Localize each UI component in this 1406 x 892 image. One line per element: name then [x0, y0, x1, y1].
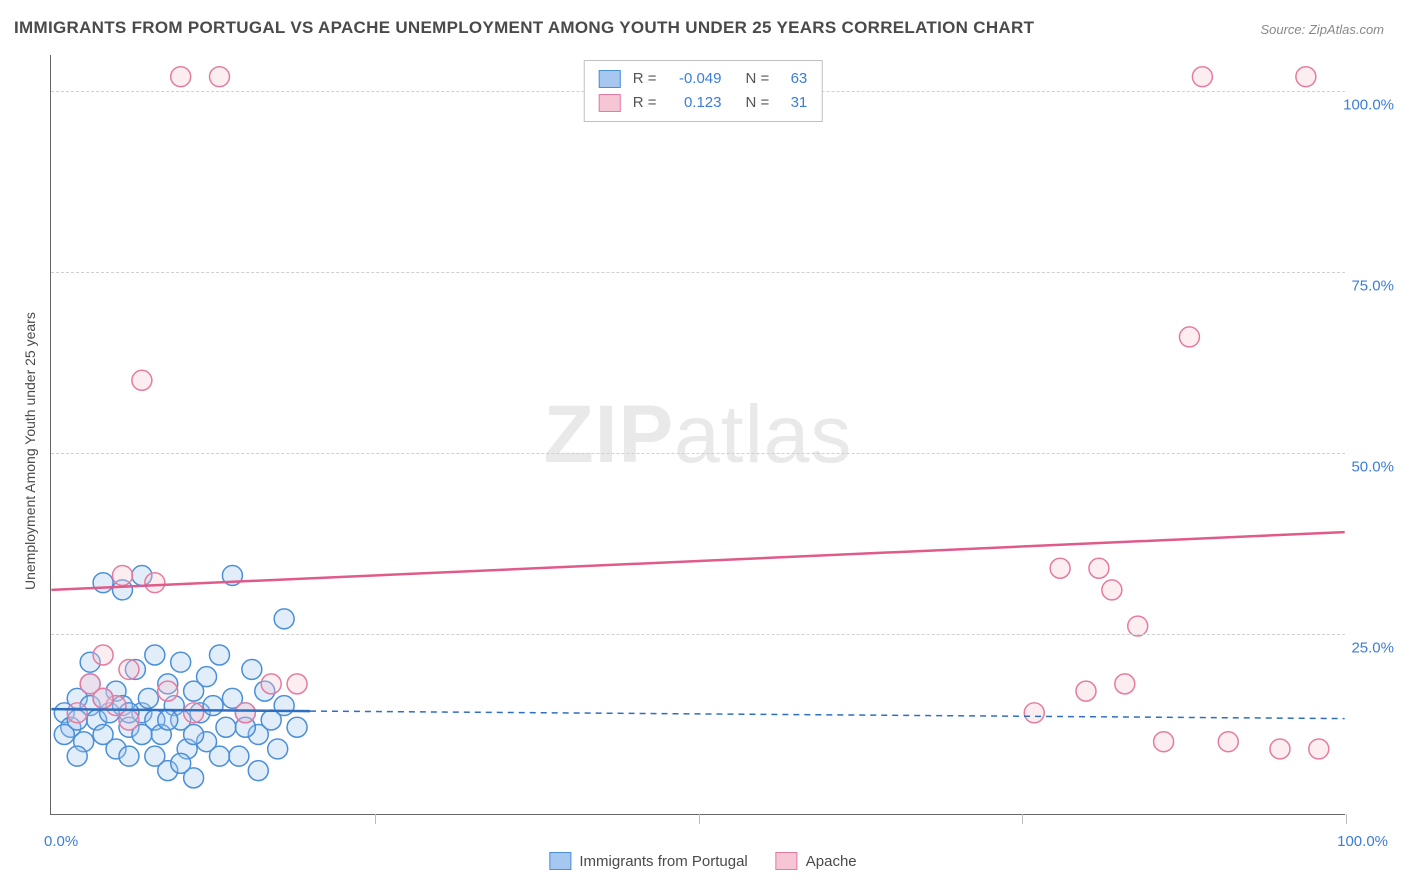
scatter-point — [1270, 739, 1290, 759]
scatter-point — [274, 696, 294, 716]
chart-container: IMMIGRANTS FROM PORTUGAL VS APACHE UNEMP… — [0, 0, 1406, 892]
scatter-point — [209, 645, 229, 665]
legend-n-label: N = — [746, 67, 770, 91]
scatter-point — [197, 667, 217, 687]
legend-row: R = -0.049 N = 63 — [599, 67, 808, 91]
trend-line — [51, 532, 1344, 590]
scatter-point — [248, 761, 268, 781]
scatter-point — [138, 688, 158, 708]
scatter-point — [171, 67, 191, 87]
correlation-legend: R = -0.049 N = 63 R = 0.123 N = 31 — [584, 60, 823, 122]
scatter-point — [145, 645, 165, 665]
gridline-v — [699, 814, 700, 824]
scatter-point — [1154, 732, 1174, 752]
y-axis-label: Unemployment Among Youth under 25 years — [22, 312, 38, 590]
scatter-point — [119, 710, 139, 730]
scatter-point — [1128, 616, 1148, 636]
scatter-point — [67, 746, 87, 766]
scatter-point — [1115, 674, 1135, 694]
series-legend: Immigrants from Portugal Apache — [549, 852, 856, 870]
legend-swatch — [599, 94, 621, 112]
scatter-point — [1179, 327, 1199, 347]
scatter-point — [132, 370, 152, 390]
scatter-point — [158, 710, 178, 730]
scatter-point — [184, 703, 204, 723]
legend-n-value: 31 — [779, 91, 807, 115]
scatter-point — [145, 746, 165, 766]
scatter-point — [209, 746, 229, 766]
scatter-point — [1192, 67, 1212, 87]
scatter-point — [184, 724, 204, 744]
y-tick-label: 25.0% — [1351, 640, 1394, 657]
plot-svg — [51, 55, 1345, 814]
source-attribution: Source: ZipAtlas.com — [1260, 22, 1384, 37]
x-tick-0: 0.0% — [44, 833, 78, 850]
scatter-point — [268, 739, 288, 759]
legend-swatch — [549, 852, 571, 870]
scatter-point — [119, 746, 139, 766]
gridline-v — [1346, 814, 1347, 824]
gridline-v — [1022, 814, 1023, 824]
y-tick-label: 100.0% — [1343, 97, 1394, 114]
scatter-point — [112, 565, 132, 585]
plot-area: ZIPatlas — [50, 55, 1345, 815]
legend-bottom-item: Immigrants from Portugal — [549, 852, 747, 870]
scatter-point — [287, 674, 307, 694]
legend-series-label: Apache — [806, 853, 857, 870]
scatter-point — [1024, 703, 1044, 723]
scatter-point — [287, 717, 307, 737]
trend-line-extension — [310, 711, 1345, 719]
y-tick-label: 75.0% — [1351, 278, 1394, 295]
x-tick-100: 100.0% — [1337, 833, 1388, 850]
scatter-point — [216, 717, 236, 737]
y-tick-label: 50.0% — [1351, 459, 1394, 476]
gridline-h — [51, 453, 1345, 454]
legend-bottom-item: Apache — [776, 852, 857, 870]
legend-swatch — [599, 70, 621, 88]
legend-swatch — [776, 852, 798, 870]
scatter-point — [119, 659, 139, 679]
scatter-point — [209, 67, 229, 87]
scatter-point — [1076, 681, 1096, 701]
gridline-v — [375, 814, 376, 824]
chart-title: IMMIGRANTS FROM PORTUGAL VS APACHE UNEMP… — [14, 18, 1034, 38]
gridline-h — [51, 272, 1345, 273]
scatter-point — [171, 753, 191, 773]
legend-r-value: -0.049 — [667, 67, 722, 91]
scatter-point — [274, 609, 294, 629]
scatter-point — [235, 703, 255, 723]
scatter-point — [1089, 558, 1109, 578]
scatter-point — [93, 645, 113, 665]
legend-row: R = 0.123 N = 31 — [599, 91, 808, 115]
scatter-point — [67, 703, 87, 723]
scatter-point — [171, 652, 191, 672]
scatter-point — [242, 659, 262, 679]
legend-n-value: 63 — [779, 67, 807, 91]
scatter-point — [145, 573, 165, 593]
scatter-point — [93, 688, 113, 708]
scatter-point — [1218, 732, 1238, 752]
legend-n-label: N = — [746, 91, 770, 115]
legend-r-label: R = — [633, 67, 657, 91]
scatter-point — [1102, 580, 1122, 600]
legend-r-value: 0.123 — [667, 91, 722, 115]
scatter-point — [1309, 739, 1329, 759]
scatter-point — [261, 674, 281, 694]
scatter-point — [158, 681, 178, 701]
legend-r-label: R = — [633, 91, 657, 115]
gridline-h — [51, 634, 1345, 635]
scatter-point — [1296, 67, 1316, 87]
scatter-point — [203, 696, 223, 716]
legend-series-label: Immigrants from Portugal — [579, 853, 747, 870]
scatter-point — [93, 573, 113, 593]
scatter-point — [1050, 558, 1070, 578]
scatter-point — [229, 746, 249, 766]
